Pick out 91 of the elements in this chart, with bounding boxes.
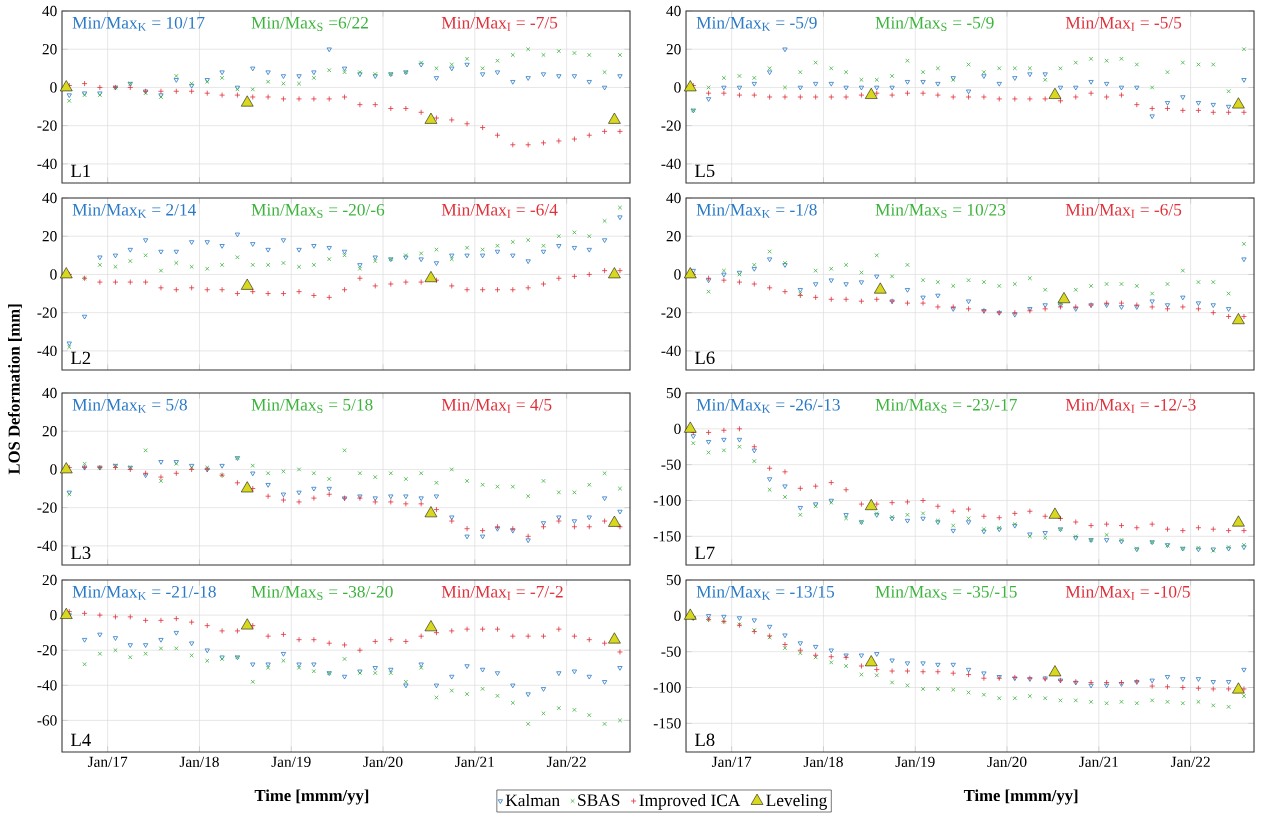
annotation: Min/Max$_{S}$ = -35/-15 — [875, 585, 1017, 601]
y-tick-label: -100 — [653, 682, 681, 693]
y-tick-label: -40 — [37, 158, 57, 170]
y-tick-label: 20 — [666, 44, 681, 55]
y-tick-label: 0 — [674, 610, 681, 622]
y-tick-label: 0 — [674, 82, 681, 93]
y-tick-label: 20 — [42, 574, 57, 586]
x-axis-title: Time [mmm/yy] — [963, 789, 1078, 805]
x-tick-label: Jan/20 — [363, 756, 403, 768]
text: L8 — [694, 733, 715, 747]
annotation: Min/Max$_{I}$ = -12/-3 — [1065, 398, 1196, 413]
x-tick-label: Jan/21 — [1079, 756, 1118, 768]
annotation: Min/Max$_{S}$ =6/22 — [251, 16, 368, 32]
y-tick-label: -150 — [653, 531, 681, 542]
y-tick-label: 0 — [50, 609, 57, 621]
annotation: Min/Max$_{S}$ = -38/-20 — [251, 585, 393, 601]
y-tick-label: -50 — [661, 459, 681, 470]
x-tick-label: Jan/19 — [271, 756, 311, 768]
annotation: Min/Max$_{K}$ = -1/8 — [696, 203, 817, 218]
y-tick-label: 20 — [42, 44, 57, 55]
legend-label: Kalman — [505, 794, 560, 807]
y-tick-label: -40 — [37, 680, 57, 691]
y-tick-label: 50 — [666, 574, 681, 586]
text: L4 — [70, 733, 91, 747]
y-tick-label: 0 — [674, 269, 681, 280]
text: L6 — [694, 351, 715, 365]
x-tick-label: Jan/22 — [546, 756, 586, 768]
annotation: Min/Max$_{I}$ = -5/5 — [1065, 16, 1182, 31]
x-tick-label: Jan/22 — [1170, 756, 1210, 768]
legend-label: SBAS — [578, 794, 620, 806]
annotation: Min/Max$_{K}$ = -21/-18 — [72, 585, 216, 600]
y-tick-label: 50 — [666, 387, 681, 399]
text: L5 — [694, 164, 715, 178]
y-tick-label: -50 — [661, 646, 681, 657]
y-tick-label: -60 — [37, 715, 57, 726]
annotation: Min/Max$_{I}$ = -7/-2 — [441, 585, 563, 600]
x-tick-label: Jan/20 — [987, 756, 1027, 768]
annotation: Min/Max$_{S}$ = 5/18 — [251, 398, 373, 414]
annotation: Min/Max$_{I}$ = -6/4 — [441, 203, 558, 218]
y-tick-label: 40 — [666, 5, 681, 17]
annotation: Min/Max$_{S}$ = -20/-6 — [251, 203, 385, 219]
y-tick-label: -150 — [653, 718, 681, 729]
annotation: Min/Max$_{S}$ = -23/-17 — [875, 398, 1017, 414]
annotation: Min/Max$_{I}$ = 4/5 — [441, 398, 552, 413]
legend-label: Leveling — [766, 794, 827, 810]
y-tick-label: 20 — [42, 231, 57, 242]
y-tick-label: -40 — [37, 540, 57, 552]
y-tick-label: 40 — [42, 192, 57, 204]
y-tick-label: -20 — [37, 645, 57, 656]
annotation: Min/Max$_{I}$ = -10/5 — [1065, 585, 1190, 600]
y-tick-label: 40 — [666, 192, 681, 204]
annotation: Min/Max$_{K}$ = -13/15 — [696, 585, 835, 600]
text: L3 — [70, 546, 91, 560]
text: L1 — [70, 164, 91, 178]
annotation: Min/Max$_{S}$ = -5/9 — [875, 16, 994, 32]
annotation: Min/Max$_{S}$ = 10/23 — [875, 203, 1006, 219]
y-axis-title: LOS Deformation [mm] — [7, 304, 22, 475]
x-tick-label: Jan/18 — [179, 756, 219, 768]
x-tick-label: Jan/17 — [87, 756, 128, 767]
annotation: Min/Max$_{K}$ = 10/17 — [72, 16, 205, 31]
text: L2 — [70, 351, 91, 365]
x-tick-label: Jan/19 — [895, 756, 935, 768]
annotation: Min/Max$_{I}$ = -7/5 — [441, 16, 558, 31]
legend-label: Improved ICA — [639, 794, 741, 810]
annotation: Min/Max$_{K}$ = -26/-13 — [696, 398, 840, 413]
y-tick-label: 0 — [50, 269, 57, 280]
y-tick-label: -20 — [661, 120, 681, 131]
annotation: Min/Max$_{I}$ = -6/5 — [1065, 203, 1182, 218]
annotation: Min/Max$_{K}$ = 2/14 — [72, 203, 197, 218]
y-tick-label: -20 — [37, 120, 57, 131]
y-tick-label: -40 — [37, 345, 57, 357]
y-tick-label: 0 — [50, 464, 57, 475]
y-tick-label: 20 — [666, 231, 681, 242]
y-tick-label: 0 — [50, 82, 57, 93]
y-tick-label: 40 — [42, 5, 57, 17]
y-tick-label: -20 — [37, 307, 57, 318]
y-tick-label: 20 — [42, 426, 57, 437]
x-tick-label: Jan/21 — [455, 756, 494, 768]
text: L7 — [694, 546, 715, 560]
x-tick-label: Jan/17 — [711, 756, 752, 767]
y-tick-label: 40 — [42, 387, 57, 399]
y-tick-label: -20 — [661, 307, 681, 318]
y-tick-label: -100 — [653, 495, 681, 506]
y-tick-label: -40 — [661, 158, 681, 170]
annotation: Min/Max$_{K}$ = 5/8 — [72, 398, 187, 413]
y-tick-label: -40 — [661, 345, 681, 357]
y-tick-label: 0 — [674, 423, 681, 435]
annotation: Min/Max$_{K}$ = -5/9 — [696, 16, 817, 31]
y-tick-label: -20 — [37, 502, 57, 513]
x-tick-label: Jan/18 — [803, 756, 843, 768]
x-axis-title: Time [mmm/yy] — [254, 789, 369, 805]
